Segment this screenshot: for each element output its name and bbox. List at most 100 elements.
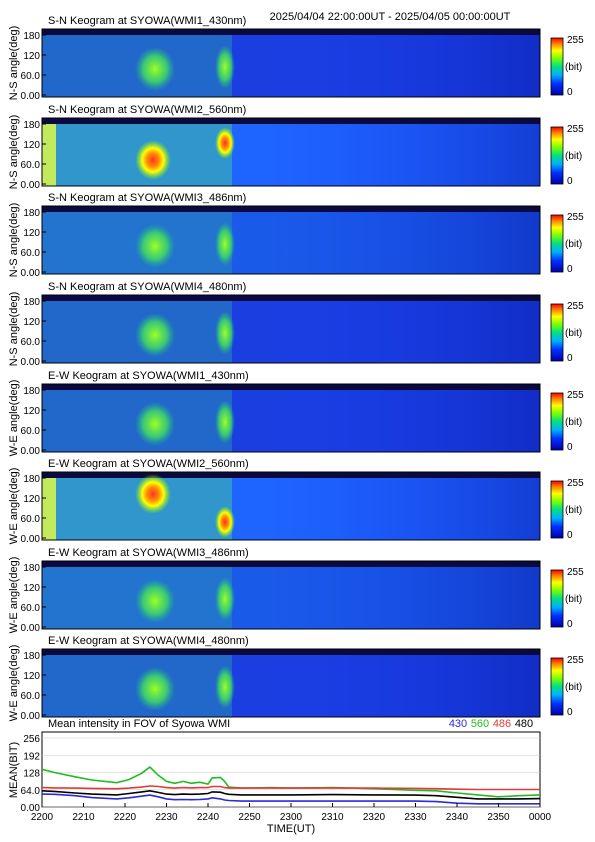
colorbar-min-label: 0	[567, 353, 573, 364]
legend-entry: 430	[449, 718, 467, 730]
keogram-y-axis-label: N-S angle(deg)	[8, 203, 20, 278]
keogram-image	[42, 649, 540, 717]
keogram-panel: S-N Keogram at SYOWA(WMI3_486nm) N-S angl…	[8, 192, 584, 279]
colorbar-min-label: 0	[567, 264, 573, 275]
keogram-y-axis-label: W-E angle(deg)	[8, 380, 20, 457]
legend-entry: 486	[493, 718, 511, 730]
keogram-panel-title: E-W Keogram at SYOWA(WMI4_480nm)	[48, 635, 249, 647]
colorbar-unit-label: (bit)	[565, 62, 582, 73]
colorbar-min-label: 0	[567, 707, 573, 718]
chart-x-tick-label: 2230	[155, 812, 178, 823]
colorbar-unit-label: (bit)	[565, 151, 582, 162]
keogram-panel: S-N Keogram at SYOWA(WMI1_430nm) N-S angl…	[8, 15, 584, 102]
colorbar-min-label: 0	[567, 176, 573, 187]
keogram-y-ticks: 180 120 60.0 0.00	[21, 297, 46, 368]
keogram-y-tick-label: 60.0	[21, 248, 41, 259]
chart-x-tick-label: 2340	[446, 812, 469, 823]
chart-legend: 430 560 486 480	[449, 718, 533, 730]
keogram-y-ticks: 180 120 60.0 0.00	[21, 120, 46, 191]
chart-y-tick-label: 0.00	[21, 803, 41, 814]
colorbar-unit-label: (bit)	[565, 682, 582, 693]
colorbar-max-label: 255	[567, 567, 584, 578]
keogram-image	[42, 118, 540, 186]
chart-series-560	[41, 766, 541, 798]
keogram-panel: E-W Keogram at SYOWA(WMI2_560nm) W-E angl…	[8, 458, 584, 545]
keogram-y-tick-label: 60.0	[21, 514, 41, 525]
keogram-image	[42, 561, 540, 629]
keogram-y-ticks: 180 120 60.0 0.00	[21, 208, 46, 279]
keogram-y-ticks: 180 120 60.0 0.00	[21, 386, 46, 457]
keogram-panel-title: S-N Keogram at SYOWA(WMI1_430nm)	[48, 15, 246, 27]
keogram-y-tick-label: 60.0	[21, 337, 41, 348]
keogram-y-tick-label: 180	[23, 651, 40, 662]
keogram-y-tick-label: 120	[23, 140, 40, 151]
keogram-y-tick-label: 180	[23, 474, 40, 485]
keogram-y-tick-label: 120	[23, 671, 40, 682]
chart-x-tick-label: 2210	[72, 812, 95, 823]
keogram-y-axis-label: W-E angle(deg)	[8, 557, 20, 634]
keogram-panel-title: S-N Keogram at SYOWA(WMI4_480nm)	[48, 281, 246, 293]
keogram-panel: E-W Keogram at SYOWA(WMI1_430nm) W-E angl…	[8, 370, 584, 457]
keogram-y-tick-label: 0.00	[21, 180, 41, 191]
chart-series-430	[41, 793, 540, 805]
keogram-y-tick-label: 60.0	[21, 71, 41, 82]
keogram-y-tick-label: 0.00	[21, 446, 41, 457]
keogram-y-tick-label: 120	[23, 51, 40, 62]
chart-y-tick-label: 192	[23, 751, 40, 762]
keogram-y-tick-label: 180	[23, 297, 40, 308]
colorbar-max-label: 255	[567, 390, 584, 401]
chart-plot-area	[41, 731, 541, 808]
keogram-y-axis-label: N-S angle(deg)	[8, 292, 20, 367]
colorbar-max-label: 255	[567, 655, 584, 666]
keogram-panel: S-N Keogram at SYOWA(WMI4_480nm) N-S angl…	[8, 281, 584, 368]
colorbar: 255 (bit) 0	[550, 390, 584, 453]
keogram-y-tick-label: 0.00	[21, 357, 41, 368]
colorbar: 255 (bit) 0	[550, 478, 584, 541]
chart-series-486	[41, 785, 540, 791]
chart-x-tick-label: 2240	[197, 812, 220, 823]
keogram-y-tick-label: 60.0	[21, 603, 41, 614]
keogram-y-tick-label: 60.0	[21, 426, 41, 437]
keogram-panels: S-N Keogram at SYOWA(WMI1_430nm) N-S angl…	[8, 15, 584, 722]
keogram-panel: S-N Keogram at SYOWA(WMI2_560nm) N-S angl…	[8, 104, 584, 191]
keogram-y-tick-label: 60.0	[21, 691, 41, 702]
keogram-y-ticks: 180 120 60.0 0.00	[21, 474, 46, 545]
colorbar-max-label: 255	[567, 124, 584, 135]
keogram-y-axis-label: W-E angle(deg)	[8, 645, 20, 722]
keogram-y-axis-label: N-S angle(deg)	[8, 26, 20, 101]
mean-intensity-chart: Mean intensity in FOV of Syowa WMI 430 56…	[8, 718, 552, 835]
colorbar-unit-label: (bit)	[565, 505, 582, 516]
legend-entry: 560	[471, 718, 489, 730]
colorbar-min-label: 0	[567, 442, 573, 453]
chart-x-tick-label: 0000	[529, 812, 552, 823]
chart-x-tick-label: 2350	[487, 812, 510, 823]
keogram-image	[42, 384, 540, 452]
colorbar-min-label: 0	[567, 530, 573, 541]
chart-series-480	[41, 789, 541, 800]
colorbar-unit-label: (bit)	[565, 239, 582, 250]
colorbar-min-label: 0	[567, 619, 573, 630]
time-range-header: 2025/04/04 22:00:00UT - 2025/04/05 00:00…	[270, 11, 511, 23]
colorbar-unit-label: (bit)	[565, 417, 582, 428]
keogram-y-tick-label: 180	[23, 208, 40, 219]
keogram-y-tick-label: 60.0	[21, 160, 41, 171]
keogram-image	[42, 472, 540, 540]
keogram-y-tick-label: 120	[23, 406, 40, 417]
keogram-y-tick-label: 180	[23, 31, 40, 42]
chart-x-tick-label: 2300	[280, 812, 303, 823]
keogram-y-tick-label: 120	[23, 494, 40, 505]
keogram-y-axis-label: W-E angle(deg)	[8, 468, 20, 545]
keogram-y-tick-label: 120	[23, 583, 40, 594]
keogram-image	[42, 206, 540, 274]
chart-x-tick-label: 2250	[238, 812, 261, 823]
chart-series-lines	[41, 766, 541, 805]
colorbar-max-label: 255	[567, 478, 584, 489]
keogram-panel: E-W Keogram at SYOWA(WMI3_486nm) W-E angl…	[8, 547, 584, 634]
chart-x-ticks: 2200 2210 2220 2230 2240 2250 2300 2310 2320 2330…	[31, 803, 552, 823]
colorbar: 255 (bit) 0	[550, 567, 584, 630]
chart-x-tick-label: 2220	[114, 812, 137, 823]
chart-x-axis-label: TIME(UT)	[267, 823, 315, 835]
chart-y-axis-label: MEAN(BIT)	[8, 742, 20, 798]
keogram-y-tick-label: 0.00	[21, 711, 41, 722]
keogram-y-tick-label: 0.00	[21, 623, 41, 634]
